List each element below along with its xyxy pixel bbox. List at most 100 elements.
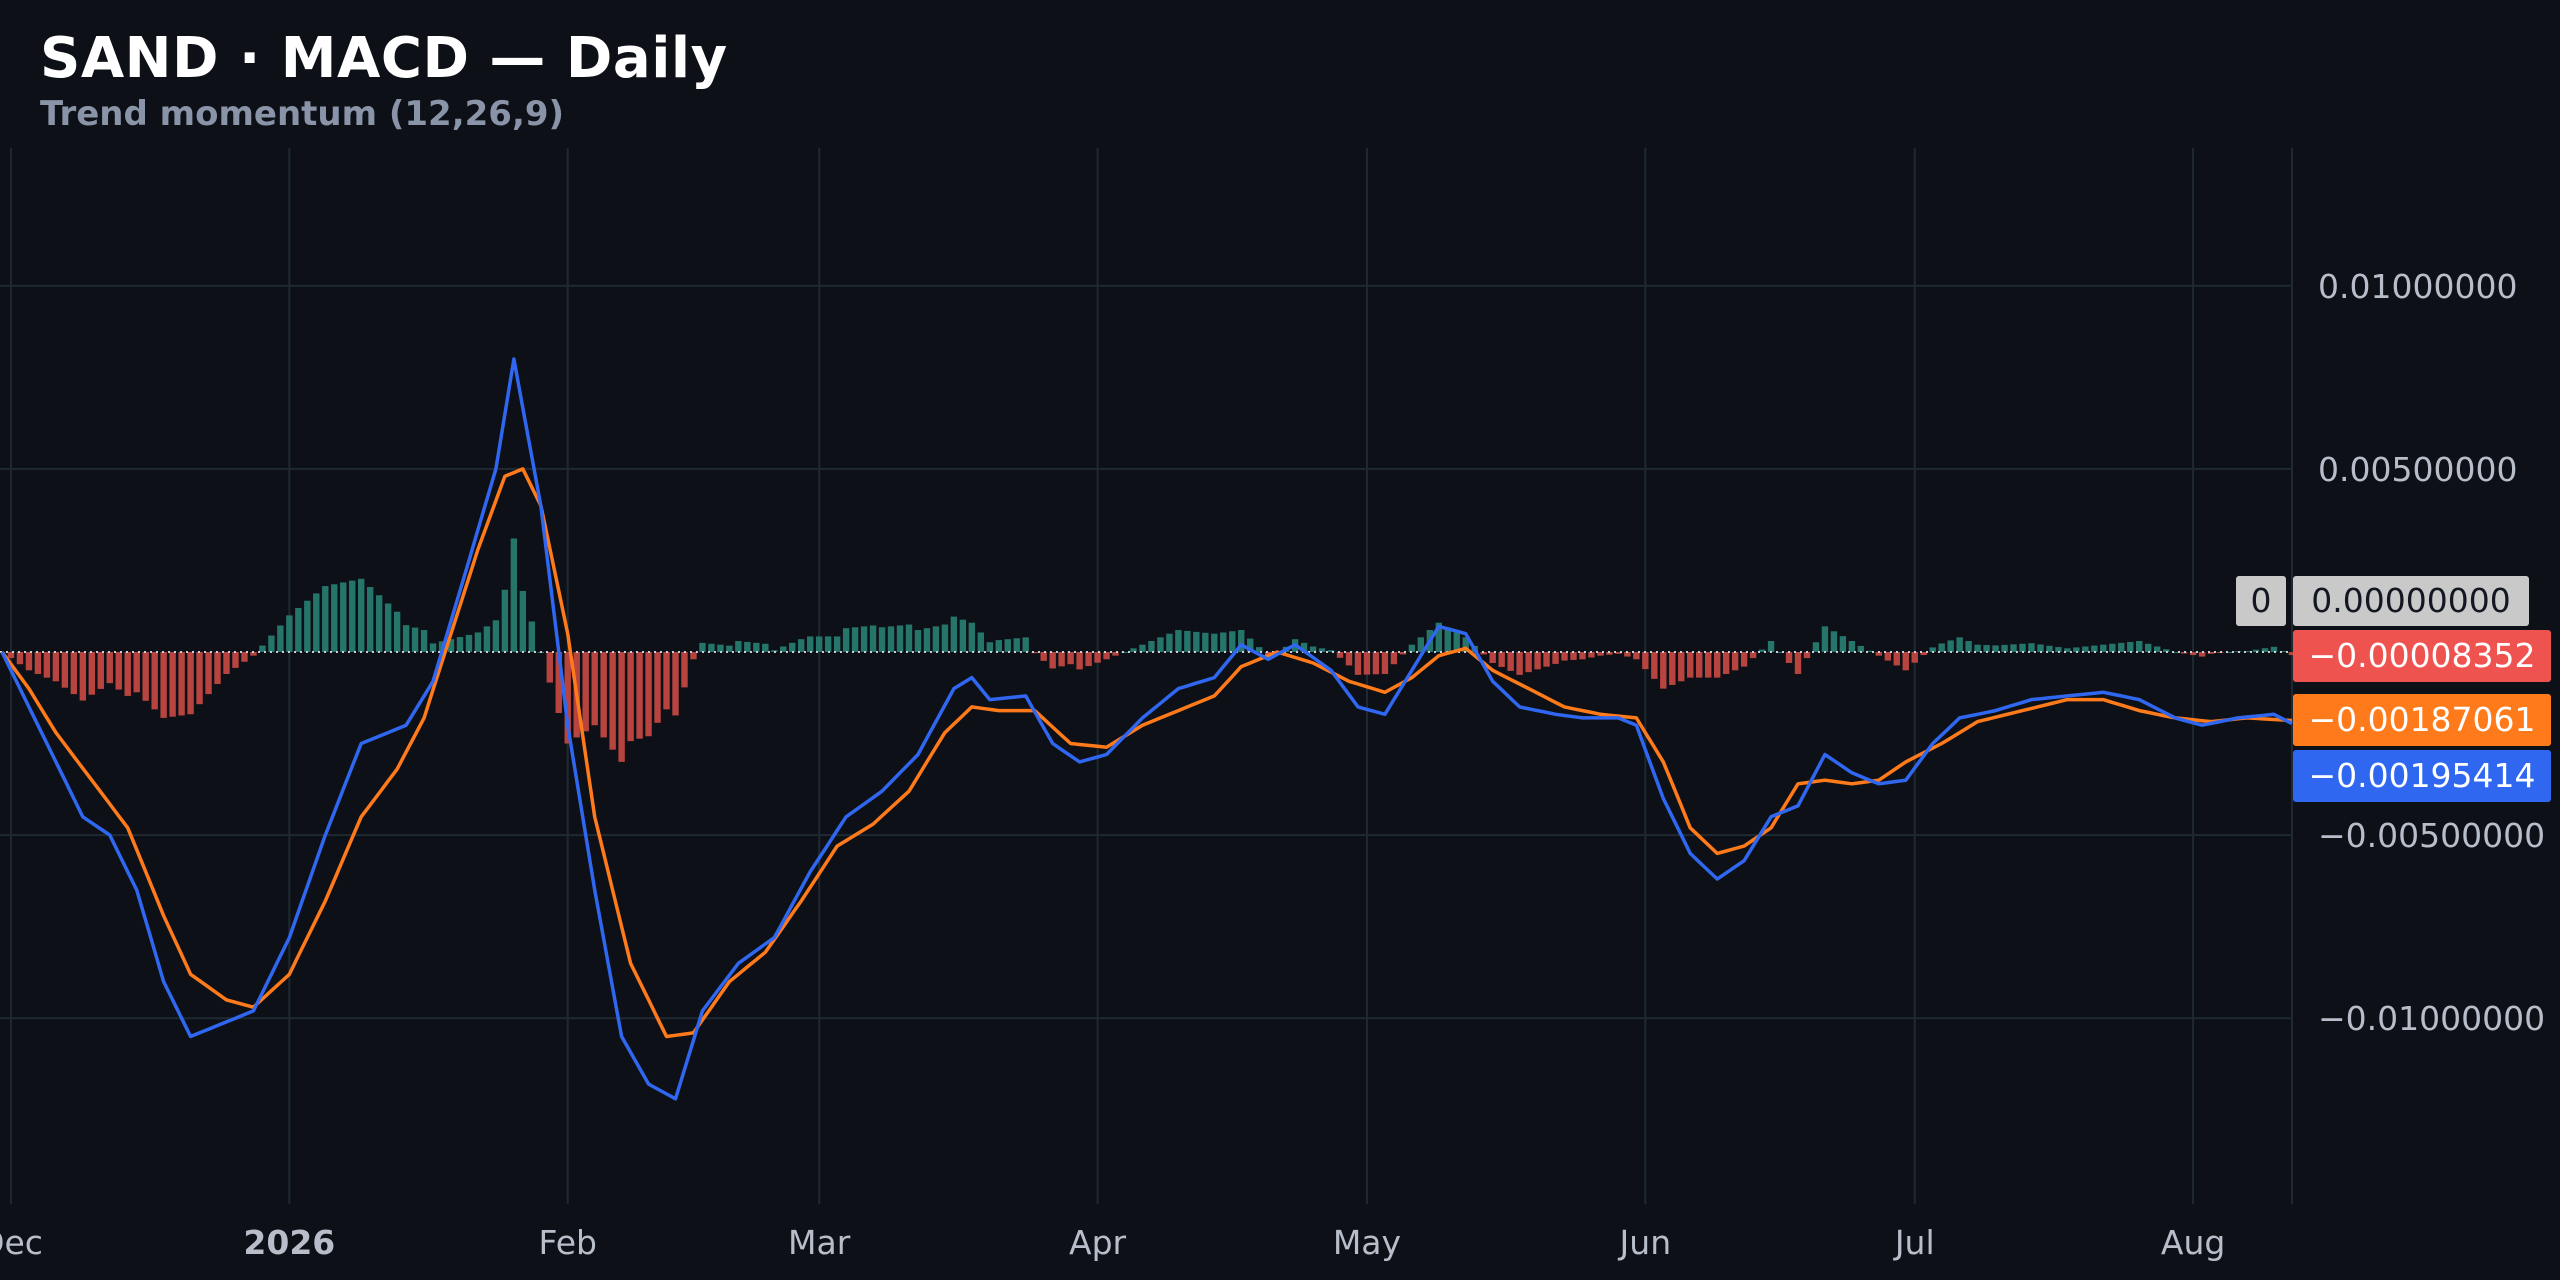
histogram-bar [1570,652,1577,660]
histogram-bar [151,652,158,710]
histogram-bar [977,632,985,652]
histogram-bar [52,652,60,682]
histogram-bar [1722,652,1730,674]
histogram-bar [187,652,194,715]
histogram-bar [1309,646,1317,652]
histogram-bar [1839,636,1847,652]
histogram-bar [1067,652,1074,665]
histogram-bar [2162,649,2170,652]
histogram-bar [429,643,437,652]
histogram-bar [1794,652,1802,674]
histogram-bar [1013,638,1020,652]
histogram-bar [2136,641,2143,652]
histogram-bar [663,652,670,710]
histogram-bar [780,646,787,652]
histogram-bar [1731,652,1739,671]
histogram-bar [61,652,69,688]
histogram-bar [1058,652,1065,667]
histogram-bar [1758,649,1766,652]
histogram-bar [923,628,931,652]
histogram-bar [1660,652,1667,689]
histogram-bar [1669,652,1676,685]
histogram-bar [88,652,95,695]
histogram-bar [2198,652,2206,657]
histogram-bar [1184,630,1191,652]
histogram-bar [2171,652,2179,653]
histogram-bar [815,636,823,652]
histogram-bar [1103,652,1110,660]
histogram-bar [2001,644,2008,652]
histogram-bar [1767,641,1775,652]
histogram-bar [178,652,185,716]
histogram-bar [393,611,401,652]
macd-value-box [2293,750,2551,802]
x-tick-label: Jun [1618,1223,1672,1262]
histogram-bar [465,634,473,652]
histogram-bar [25,652,33,671]
zero-value-box [2293,576,2529,626]
histogram-bar [79,652,87,701]
histogram-bar [1597,652,1604,656]
x-tick-label: 2026 [243,1223,335,1262]
histogram-bar [366,586,374,652]
histogram-bar [34,652,42,674]
histogram-bar [1444,627,1451,652]
histogram-bar [1776,652,1784,653]
x-tick-label: Dec [0,1223,43,1262]
histogram-bar [627,652,634,742]
histogram-bar [618,652,625,762]
histogram-bar [1336,652,1344,658]
histogram-bar [995,640,1002,652]
histogram-bar [1696,652,1703,678]
histogram-bar [1256,647,1263,652]
histogram-bar [1229,631,1236,652]
histogram-bar [2270,646,2278,652]
histogram-bar [1848,641,1856,652]
histogram-bar [833,636,841,652]
histogram-bar [295,608,302,652]
histogram-bar [1525,652,1532,673]
histogram-bar [609,652,616,750]
histogram-bar [699,642,706,652]
histogram-bar [824,636,832,652]
histogram-bar [1076,652,1083,670]
histogram-bar [492,620,500,652]
histogram-bar [1094,652,1101,663]
histogram-bar [331,584,338,652]
histogram-bar [726,645,733,652]
histogram-bar [1947,640,1954,652]
histogram-bar [1974,644,1981,652]
histogram-bar [214,652,221,685]
histogram-bar [645,652,652,737]
histogram-bar [1354,652,1362,675]
histogram-bar [1004,639,1011,652]
histogram-bar [753,642,760,652]
histogram-bar [546,652,553,683]
histogram-bar [1983,645,1990,652]
x-axis[interactable]: Dec 2026 Feb Mar Apr May Jun Jul Aug [0,1223,2225,1262]
histogram-bar [1893,652,1900,666]
histogram-bar [1956,637,1963,652]
y-tick-label: 0.01000000 [2318,267,2517,306]
histogram-bar [1911,652,1918,663]
histogram-bar [1175,630,1182,652]
histogram-bar [384,603,392,652]
histogram-bar [986,642,993,652]
histogram-bar [2010,644,2017,652]
signal-line [0,467,2292,1039]
histogram-bar [2037,644,2044,652]
histogram-bar [349,580,356,652]
histogram-bar [798,639,805,652]
histogram-bar [681,652,688,688]
y-axis[interactable]: 0.01000000 0.00500000 −0.00500000 −0.010000… [2318,267,2545,1038]
histogram-bar [1884,652,1891,661]
histogram-bar [932,626,940,652]
x-tick-label: Mar [788,1223,851,1262]
histogram-bar [941,624,949,652]
histogram-bar [1992,645,1999,652]
histogram-bar [2261,648,2269,652]
histogram-bar [2145,643,2152,652]
histogram-bar [672,652,679,716]
histogram-bar [842,628,850,652]
